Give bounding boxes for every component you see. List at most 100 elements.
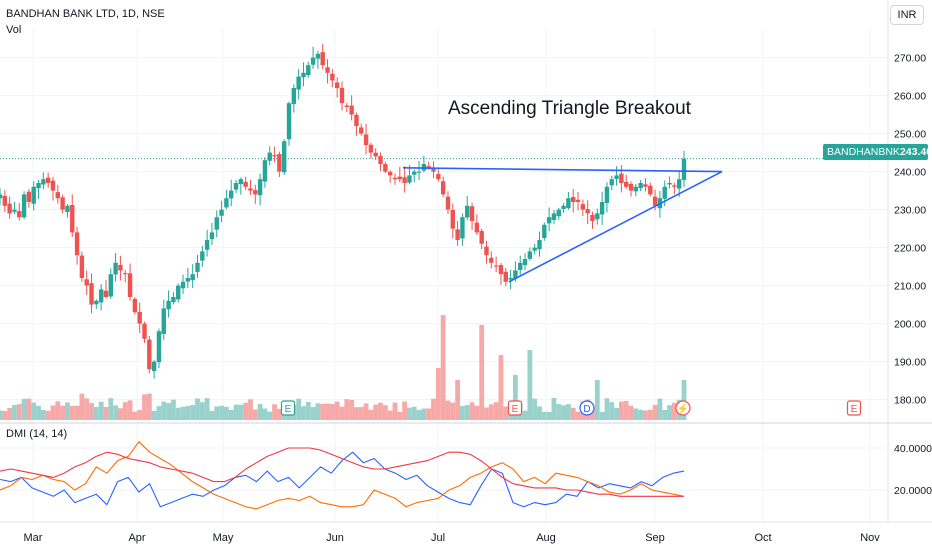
candle-body xyxy=(209,232,215,240)
volume-bar xyxy=(407,407,412,420)
volume-bar xyxy=(2,410,8,420)
volume-bar xyxy=(556,404,562,420)
volume-bar xyxy=(257,404,263,420)
adx-line xyxy=(0,447,684,497)
earnings-icon xyxy=(846,400,862,416)
candle-body xyxy=(190,274,195,281)
volume-bar xyxy=(503,406,509,420)
candle-body xyxy=(185,278,191,282)
volume-bar xyxy=(397,411,403,420)
volume-bar xyxy=(142,394,147,420)
volume-bar xyxy=(252,409,258,420)
volume-bar xyxy=(652,404,658,420)
volume-bar xyxy=(541,411,547,420)
volume-bar xyxy=(435,368,441,420)
candle-body xyxy=(387,171,393,176)
volume-bar xyxy=(325,403,330,420)
volume-bar xyxy=(103,406,109,420)
volume-bar xyxy=(421,408,427,420)
volume-bar xyxy=(431,398,436,420)
triangle-breakout-annotation[interactable]: Ascending Triangle Breakout xyxy=(448,98,691,119)
candle-body xyxy=(45,177,51,183)
candle-body xyxy=(253,190,258,195)
event-marker-earnings-upcoming[interactable]: E xyxy=(846,400,862,416)
volume-bar xyxy=(349,399,355,420)
volume-bar xyxy=(527,350,533,420)
price-tick-label: 250.00 xyxy=(894,129,926,141)
candle-body xyxy=(79,255,85,278)
candle-body xyxy=(392,177,398,180)
time-tick-label: Jun xyxy=(326,532,344,544)
volume-bar xyxy=(522,410,528,420)
event-marker-glyph: E xyxy=(285,404,292,415)
volume-bar xyxy=(479,325,485,420)
volume-bar xyxy=(93,406,99,420)
candle-body xyxy=(243,181,248,187)
candle-body xyxy=(484,246,489,256)
candle-body xyxy=(224,198,229,208)
dmi-indicator-label[interactable]: DMI (14, 14) xyxy=(6,428,68,440)
volume-bar xyxy=(643,410,648,420)
candle-body xyxy=(614,175,619,179)
candle-body xyxy=(118,264,123,271)
candle-body xyxy=(359,127,364,134)
candle-body xyxy=(426,166,431,168)
time-tick-label: Aug xyxy=(536,532,556,544)
candle-body xyxy=(590,214,595,221)
volume-bar xyxy=(315,403,321,420)
volume-bar xyxy=(614,407,619,420)
candle-body xyxy=(94,300,99,305)
time-tick-label: Nov xyxy=(860,532,880,544)
candle-body xyxy=(147,339,152,370)
price-tick-label: 240.00 xyxy=(894,167,926,179)
earnings-icon xyxy=(280,400,296,416)
candle-body xyxy=(334,82,340,88)
candle-body xyxy=(98,289,104,303)
candle-body xyxy=(50,180,56,191)
event-marker-earnings[interactable]: E xyxy=(507,400,523,416)
candle-body xyxy=(378,156,383,164)
candle-body xyxy=(648,185,653,195)
volume-bar xyxy=(16,404,22,420)
volume-bar xyxy=(464,405,470,420)
candle-body xyxy=(503,271,508,282)
volume-bar xyxy=(166,403,171,420)
volume-label[interactable]: Vol xyxy=(6,24,22,36)
volume-bar xyxy=(599,411,605,420)
volume-bar xyxy=(156,406,162,420)
volume-bar xyxy=(45,410,51,420)
volume-bar xyxy=(185,406,191,420)
volume-bar xyxy=(344,399,350,420)
candle-body xyxy=(450,209,455,229)
candle-body xyxy=(609,179,614,186)
symbol-title[interactable]: BANDHAN BANK LTD, 1D, NSE xyxy=(6,8,165,20)
candle-body xyxy=(604,186,610,204)
dividend-icon xyxy=(579,400,595,416)
candle-body xyxy=(137,311,142,324)
candle-body xyxy=(161,308,166,335)
candle-body xyxy=(638,183,643,189)
volume-bar xyxy=(228,409,234,420)
candle-body xyxy=(623,181,629,187)
candle-body xyxy=(70,204,75,233)
event-marker-earnings[interactable]: E xyxy=(280,400,296,416)
volume-bar xyxy=(455,380,461,420)
candle-body xyxy=(320,52,325,66)
volume-bar xyxy=(387,410,393,420)
event-marker-dividend[interactable]: D xyxy=(579,400,595,416)
candle-body xyxy=(498,265,504,275)
volume-bar xyxy=(450,402,456,420)
candle-body xyxy=(123,273,128,275)
volume-bar xyxy=(118,408,123,420)
volume-bar xyxy=(633,408,639,420)
event-marker-split[interactable]: ⚡ xyxy=(675,400,691,416)
volume-bar xyxy=(132,411,138,420)
volume-bar xyxy=(89,403,94,420)
candle-body xyxy=(113,262,118,275)
currency-button[interactable]: INR xyxy=(890,5,924,25)
volume-bar xyxy=(190,405,196,420)
volume-bar xyxy=(460,405,465,420)
volume-bar xyxy=(570,407,576,420)
